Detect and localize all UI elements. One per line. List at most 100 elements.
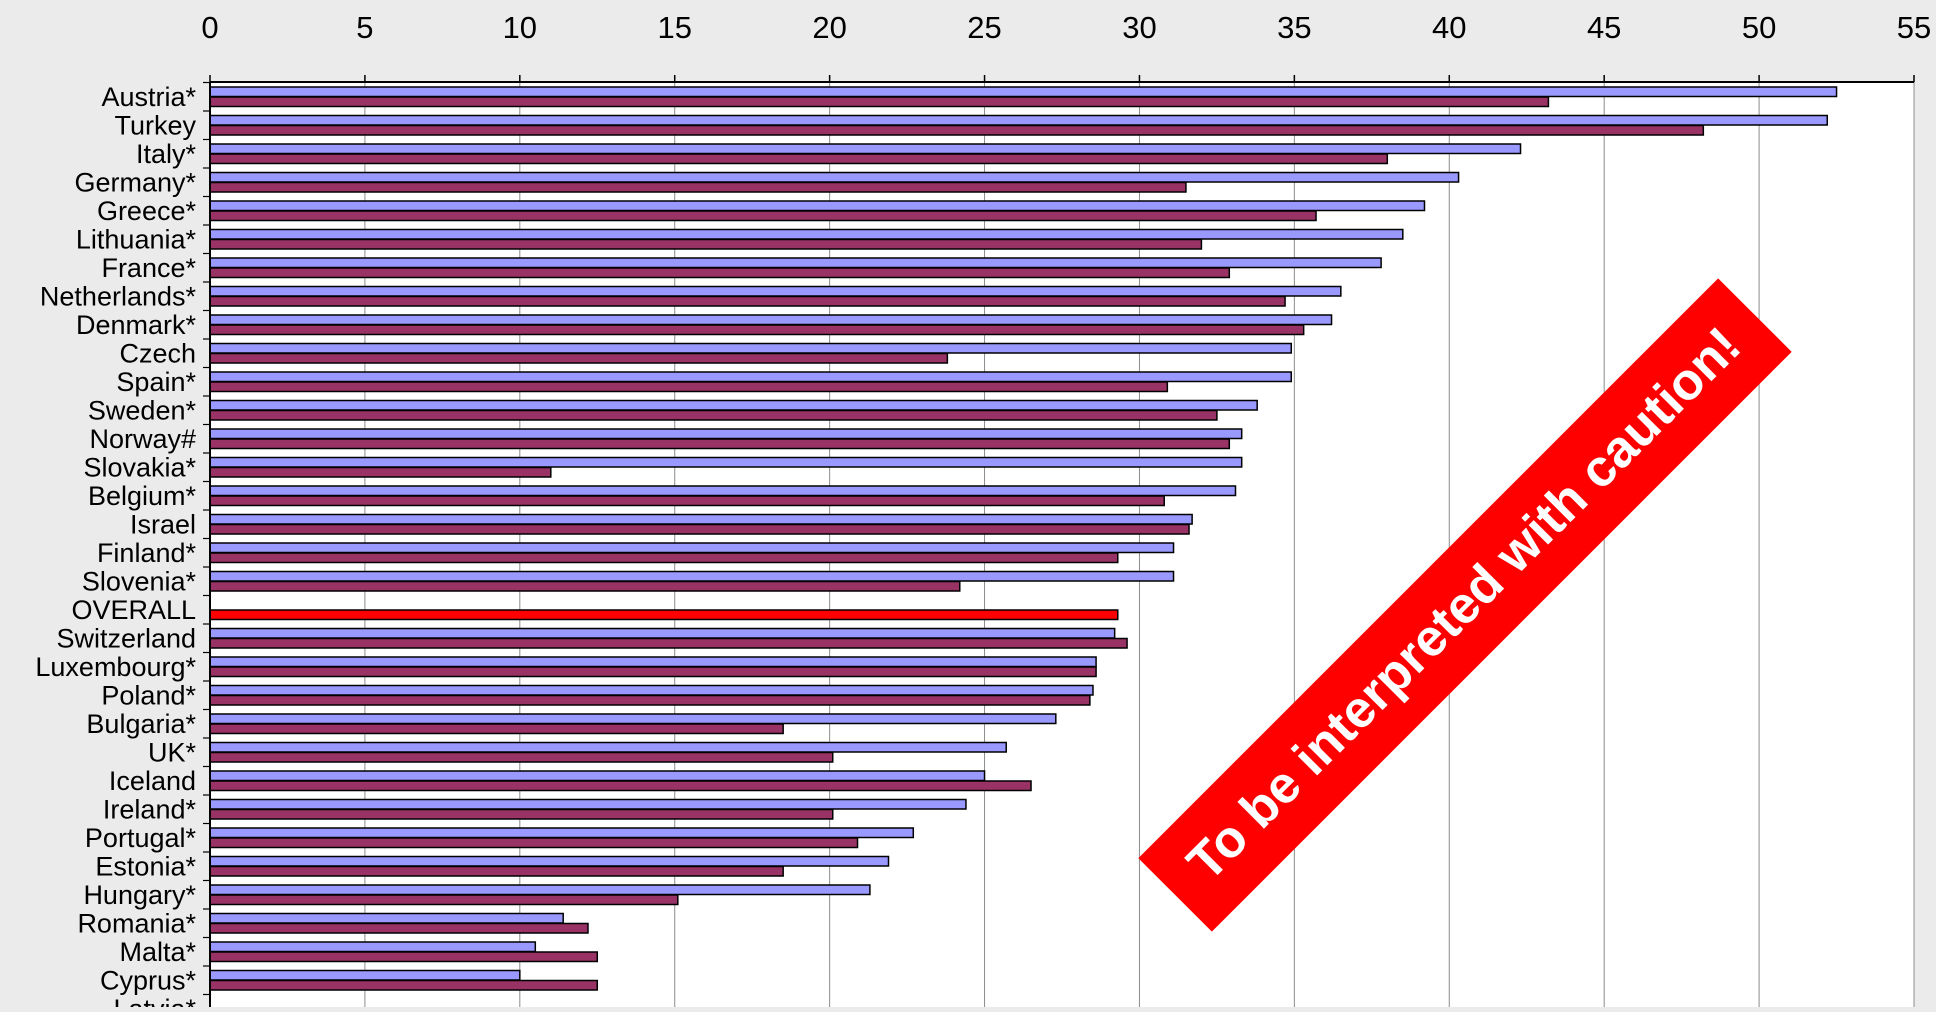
caution-background [1138,278,1792,932]
bar-series-2-spain [209,381,1169,393]
category-label: Switzerland [56,623,196,653]
category-label: Denmark* [76,310,197,340]
bar-series-2-lithuania [209,238,1203,250]
bar-series-1-norway [209,428,1243,440]
bar-series-1-turkey [209,114,1829,126]
bar-series-2-czech [209,352,949,364]
bar-series-2-overall [209,609,1119,621]
bar-series-1-belgium [209,485,1237,497]
bar-series-1-slovenia [209,570,1175,582]
bar-series-1-france [209,257,1382,269]
bar-series-2-switzerland [209,637,1128,649]
bar-series-1-poland [209,684,1094,696]
bar-series-1-malta [209,941,537,953]
bar-series-2-ireland [209,808,834,820]
bar-series-2-slovakia [209,466,552,478]
bar-series-2-france [209,267,1231,279]
x-tick-label-5: 5 [356,10,373,45]
category-label: Sweden* [88,395,197,425]
x-tick-label-45: 45 [1587,10,1621,45]
category-label: Turkey [114,110,196,140]
bar-series-1-switzerland [209,627,1116,639]
bar-series-1-hungary [209,884,871,896]
category-label: Estonia* [95,851,196,881]
bar-series-1-netherlands [209,285,1342,297]
category-label: Luxembourg* [35,652,196,682]
y-axis-labels: Austria*TurkeyItaly*Germany*Greece*Lithu… [35,82,210,1012]
x-tick-label-55: 55 [1897,10,1931,45]
bar-series-2-germany [209,181,1187,193]
category-label: Israel [130,509,196,539]
bar-series-2-norway [209,438,1231,450]
bar-series-2-sweden [209,409,1218,421]
x-tick-label-35: 35 [1277,10,1311,45]
bar-series-1-slovakia [209,456,1243,468]
category-label: OVERALL [71,595,196,625]
category-label: Iceland [109,766,196,796]
category-label: Cyprus* [100,965,197,995]
category-label: Hungary* [83,880,196,910]
category-label: Austria* [101,82,196,112]
bar-series-2-italy [209,153,1389,165]
category-label: Greece* [97,196,197,226]
bar-series-1-uk [209,741,1007,753]
category-label: Bulgaria* [86,709,196,739]
x-tick-label-50: 50 [1742,10,1776,45]
category-label: Belgium* [88,481,197,511]
category-label: Latvia* [113,994,196,1007]
category-label: Slovenia* [82,566,197,596]
category-label: Romania* [77,908,196,938]
category-label: Ireland* [103,794,197,824]
bar-series-2-bulgaria [209,723,784,735]
bar-series-1-cyprus [209,969,521,981]
bar-series-1-iceland [209,770,986,782]
bar-series-2-hungary [209,894,679,906]
bar-series-1-czech [209,342,1293,354]
bar-series-2-malta [209,951,599,963]
x-tick-label-10: 10 [503,10,537,45]
bar-series-1-luxembourg [209,656,1097,668]
x-tick-label-25: 25 [967,10,1001,45]
category-label: Czech [119,338,196,368]
bar-series-1-lithuania [209,228,1404,240]
category-label: Germany* [74,167,196,197]
bar-series-1-ireland [209,798,967,810]
bar-series-2-cyprus [209,979,599,991]
bar-series-2-portugal [209,837,859,849]
category-label: Finland* [97,538,197,568]
category-label: Malta* [119,937,196,967]
bar-series-1-spain [209,371,1293,383]
bar-series-1-estonia [209,855,890,867]
bar-series-2-iceland [209,780,1032,792]
bar-series-2-slovenia [209,580,961,592]
bar-series-2-greece [209,210,1317,222]
category-label: Lithuania* [76,224,197,254]
bar-series-2-israel [209,523,1190,535]
bar-series-1-israel [209,513,1193,525]
category-label: Norway# [89,424,196,454]
bar-series-1-austria [209,86,1838,98]
category-label: Poland* [101,680,196,710]
bar-series-2-estonia [209,865,784,877]
bar-series-1-bulgaria [209,713,1057,725]
category-label: UK* [148,737,197,767]
x-tick-label-0: 0 [201,10,218,45]
bar-series-2-belgium [209,495,1165,507]
category-label: Spain* [116,367,196,397]
x-tick-label-30: 30 [1122,10,1156,45]
bar-series-2-poland [209,694,1091,706]
bar-series-1-greece [209,200,1426,212]
category-label: Netherlands* [40,281,197,311]
bar-series-1-portugal [209,827,915,839]
x-axis: 0 5 10 15 20 25 30 35 40 45 50 55 [201,10,1931,1007]
bar-series-2-netherlands [209,295,1286,307]
bar-series-1-denmark [209,314,1333,326]
category-label: France* [101,253,196,283]
category-label: Portugal* [85,823,197,853]
x-tick-label-20: 20 [812,10,846,45]
category-label: Slovakia* [83,452,196,482]
bar-series-2-finland [209,552,1119,564]
bar-series-1-sweden [209,399,1258,411]
